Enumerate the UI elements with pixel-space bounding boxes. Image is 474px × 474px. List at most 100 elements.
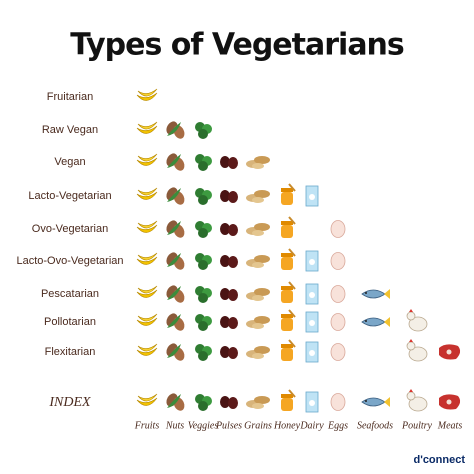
dipper	[288, 248, 296, 257]
chicken	[408, 346, 428, 362]
tail	[384, 397, 390, 407]
row-label: Fruitarian	[47, 91, 93, 103]
index-label: INDEX	[48, 395, 91, 410]
food-icon	[166, 285, 185, 303]
food-icon	[246, 190, 270, 203]
food-icon	[281, 309, 296, 331]
food-icon	[361, 317, 390, 327]
bean	[220, 288, 230, 300]
food-icon	[246, 396, 270, 409]
food-icon	[136, 313, 158, 326]
food-icon	[220, 223, 238, 236]
banana	[136, 157, 158, 166]
leaf	[198, 129, 208, 139]
food-icon	[195, 122, 212, 139]
leaf	[167, 122, 181, 136]
row-label: Ovo-Vegetarian	[32, 223, 108, 235]
food-icon	[406, 389, 428, 412]
fish	[361, 317, 386, 327]
food-icon	[166, 343, 185, 361]
food-icon	[361, 289, 390, 299]
jar	[281, 225, 293, 238]
food-icon	[305, 341, 319, 363]
food-icon	[330, 220, 346, 238]
grain	[254, 396, 270, 404]
leaf	[198, 161, 208, 171]
row-label: Lacto-Ovo-Vegetarian	[16, 255, 123, 267]
bean	[220, 255, 230, 267]
food-icon	[136, 285, 158, 298]
banana	[137, 88, 158, 97]
index-item: Poultry	[401, 420, 433, 431]
bean	[220, 316, 230, 328]
grain	[252, 163, 264, 169]
food-icon	[330, 285, 346, 303]
leaf	[167, 344, 181, 358]
food-icon	[330, 252, 346, 270]
head	[406, 391, 416, 401]
grain	[254, 190, 270, 198]
drop	[309, 259, 315, 265]
grain	[254, 156, 270, 164]
row-label: Pollotarian	[44, 316, 96, 328]
grain	[252, 403, 264, 409]
dipper	[288, 216, 296, 225]
row-label: Vegan	[54, 156, 85, 168]
bean	[228, 347, 238, 359]
food-icon	[136, 88, 158, 101]
fish	[361, 397, 386, 407]
food-icon	[220, 396, 238, 409]
food-icon	[220, 316, 238, 329]
drop	[309, 320, 315, 326]
eye	[365, 400, 367, 402]
leaf	[167, 286, 181, 300]
eye	[365, 292, 367, 294]
leaf	[198, 260, 208, 270]
row-label: Flexitarian	[45, 346, 96, 358]
banana	[136, 125, 158, 134]
eye	[365, 320, 367, 322]
row-label: Raw Vegan	[42, 124, 98, 136]
tail	[384, 317, 390, 327]
food-icon	[195, 394, 212, 411]
grain	[254, 223, 270, 231]
food-icon	[281, 248, 296, 270]
title: Types of Vegetarians	[70, 28, 404, 63]
food-icon	[195, 221, 212, 238]
index-item: Fruits	[134, 420, 160, 431]
food-icon	[281, 389, 296, 411]
bean	[220, 346, 230, 358]
banana	[136, 347, 158, 356]
food-icon	[220, 255, 238, 268]
leaf	[167, 188, 181, 202]
comb	[409, 309, 413, 312]
food-icon	[136, 121, 158, 134]
food-icon	[220, 156, 238, 169]
logo: d'connect	[413, 454, 465, 466]
row-label: Lacto-Vegetarian	[28, 190, 111, 202]
jar	[281, 348, 293, 361]
chicken	[408, 396, 428, 412]
food-icon	[136, 393, 158, 406]
banana	[137, 153, 158, 162]
bean	[220, 156, 230, 168]
food-icon	[136, 343, 158, 356]
bean	[228, 224, 238, 236]
food-icon	[406, 339, 428, 362]
food-icon	[281, 216, 296, 238]
head	[406, 341, 416, 351]
banana	[137, 343, 158, 352]
food-icon	[195, 344, 212, 361]
lid	[281, 314, 293, 318]
banana	[137, 393, 158, 402]
grain	[252, 230, 264, 236]
egg	[330, 220, 346, 238]
food-icon	[166, 220, 185, 238]
grain	[254, 346, 270, 354]
food-icon	[220, 288, 238, 301]
index-item: Honey	[273, 420, 301, 431]
leaf	[198, 351, 208, 361]
egg	[330, 252, 346, 270]
food-icon	[246, 346, 270, 359]
row-label: Pescatarian	[41, 288, 99, 300]
